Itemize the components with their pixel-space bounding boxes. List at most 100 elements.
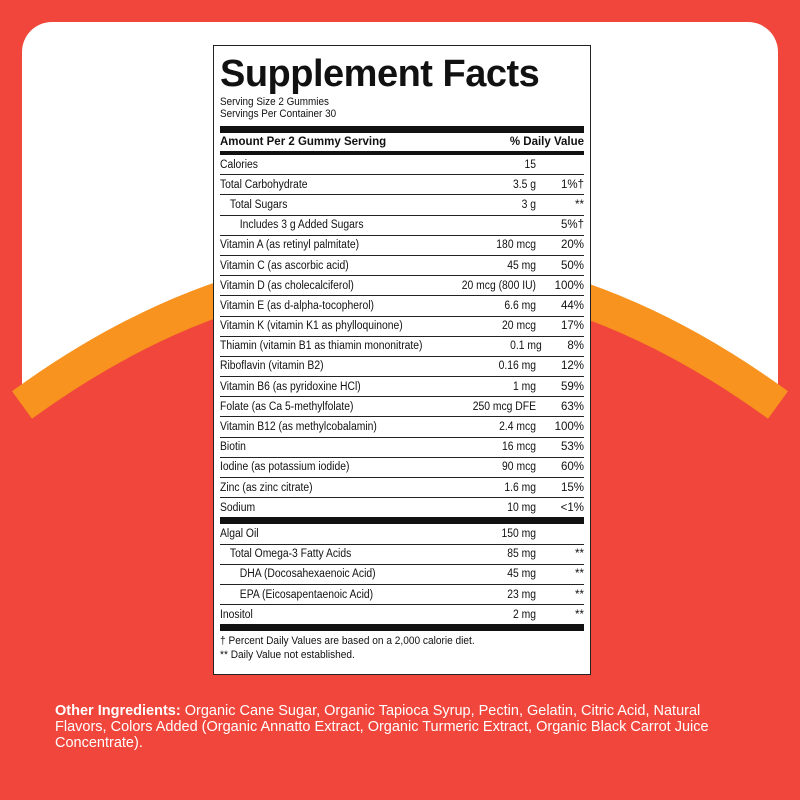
table-header: Amount Per 2 Gummy Serving % Daily Value [220,133,584,151]
nutrient-dv: 100% [554,279,584,292]
nutrient-dv: 12% [560,360,584,373]
nutrient-section-1: Calories 15 Total Carbohydrate 3.5 g 1%† Tota… [220,155,584,517]
nutrient-row: EPA (Eicosapentaenoic Acid) 23 mg ** [220,583,584,604]
nutrient-amount: 85 mg [507,548,536,561]
nutrient-row: Vitamin E (as d-alpha-tocopherol) 6.6 mg 4… [220,295,584,315]
nutrient-amount: 3 g [521,198,536,211]
nutrient-dv: 1%† [560,178,584,191]
nutrient-name: Calories [220,158,258,171]
nutrient-amount: 150 mg [501,527,536,540]
nutrient-name: Zinc (as zinc citrate) [220,481,313,494]
nutrient-name: Biotin [220,441,246,454]
nutrient-name: Vitamin C (as ascorbic acid) [220,259,349,272]
nutrient-row: Vitamin D (as cholecalciferol) 20 mcg (80… [220,275,584,295]
nutrient-dv: 15% [560,481,584,494]
nutrient-amount: 0.1 mg [510,340,542,353]
nutrient-row: Sodium 10 mg <1% [220,497,584,517]
nutrient-dv: 60% [560,461,584,474]
nutrient-name: Vitamin B6 (as pyridoxine HCl) [220,380,361,393]
nutrient-amount: 1.6 mg [504,481,536,494]
serving-size: Serving Size 2 Gummies [220,96,329,108]
nutrient-name: EPA (Eicosapentaenoic Acid) [239,588,374,601]
footnote-asterisk: ** Daily Value not established. [220,649,355,662]
nutrient-dv: 8% [567,340,584,353]
nutrient-dv: ** [575,588,584,601]
nutrient-dv: <1% [560,501,584,514]
nutrient-dv: ** [575,198,584,211]
nutrient-amount: 250 mcg DFE [472,400,536,413]
nutrient-row: Thiamin (vitamin B1 as thiamin mononitra… [220,335,584,356]
nutrient-row: Iodine (as potassium iodide) 90 mcg 60% [220,456,584,477]
nutrient-row: Vitamin B12 (as methylcobalamin) 2.4 mcg 1… [220,416,584,436]
nutrient-dv: 17% [560,320,584,333]
nutrient-row: DHA (Docosahexaenoic Acid) 45 mg ** [220,563,584,584]
nutrient-row: Total Carbohydrate 3.5 g 1%† [220,174,584,194]
label-title: Supplement Facts [220,53,540,95]
other-ingredients: Other Ingredients: Organic Cane Sugar, O… [55,703,755,751]
nutrient-row: Includes 3 g Added Sugars 5%† [220,214,584,235]
nutrient-row: Riboflavin (vitamin B2) 0.16 mg 12% [220,355,584,376]
nutrient-dv: 59% [560,380,584,393]
nutrient-name: Vitamin E (as d-alpha-tocopherol) [220,299,374,312]
nutrient-amount: 20 mcg (800 IU) [461,279,536,292]
nutrient-row: Calories 15 [220,155,584,174]
nutrient-name: Total Carbohydrate [220,178,308,191]
nutrient-dv: 53% [560,441,584,454]
nutrient-amount: 0.16 mg [498,360,536,373]
nutrient-amount: 6.6 mg [504,299,536,312]
nutrient-name: Thiamin (vitamin B1 as thiamin mononitra… [220,340,423,353]
nutrient-amount: 20 mcg [502,320,536,333]
nutrient-row: Folate (as Ca 5-methylfolate) 250 mcg DFE… [220,396,584,416]
nutrient-row: Zinc (as zinc citrate) 1.6 mg 15% [220,477,584,497]
nutrient-amount: 45 mg [507,568,536,581]
nutrient-row: Vitamin A (as retinyl palmitate) 180 mcg 2… [220,234,584,255]
nutrient-dv: ** [575,568,584,581]
nutrient-row: Inositol 2 mg ** [220,604,584,624]
nutrient-row: Biotin 16 mcg 53% [220,436,584,457]
footnotes: † Percent Daily Values are based on a 2,… [220,634,555,662]
nutrient-amount: 16 mcg [502,441,536,454]
servings-per-container: Servings Per Container 30 [220,108,337,120]
nutrient-name: Riboflavin (vitamin B2) [220,360,324,373]
nutrient-dv: 44% [560,299,584,312]
nutrient-row: Vitamin B6 (as pyridoxine HCl) 1 mg 59% [220,376,584,396]
nutrient-name: Vitamin D (as cholecalciferol) [220,279,354,292]
nutrient-name: Vitamin K (vitamin K1 as phylloquinone) [220,320,403,333]
nutrient-dv: 50% [560,259,584,272]
nutrient-name: Algal Oil [220,527,259,540]
nutrient-row: Vitamin K (vitamin K1 as phylloquinone) 2… [220,315,584,336]
nutrient-amount: 15 [524,158,536,171]
nutrient-dv: 5%† [560,219,584,232]
nutrient-dv: 20% [560,239,584,252]
nutrient-amount: 1 mg [512,380,536,393]
nutrient-amount: 2 mg [512,608,536,621]
nutrient-dv: 100% [554,421,584,434]
nutrient-row: Total Sugars 3 g ** [220,194,584,214]
supplement-facts-label: Supplement Facts Serving Size 2 Gummies … [213,45,591,675]
thick-divider [220,151,584,155]
nutrient-amount: 45 mg [507,259,536,272]
nutrient-dv: 63% [560,400,584,413]
nutrient-name: Inositol [220,608,253,621]
nutrient-amount: 2.4 mcg [499,421,536,434]
dv-header: % Daily Value [509,136,584,148]
ingredients-label: Other Ingredients: [55,703,181,719]
footnote-dagger: † Percent Daily Values are based on a 2,… [220,635,475,648]
nutrient-name: Vitamin B12 (as methylcobalamin) [220,421,377,434]
nutrient-name: Folate (as Ca 5-methylfolate) [220,400,354,413]
nutrient-name: Iodine (as potassium iodide) [220,461,350,474]
nutrient-row: Vitamin C (as ascorbic acid) 45 mg 50% [220,254,584,275]
nutrient-dv: ** [575,608,584,621]
nutrient-amount: 3.5 g [512,178,536,191]
nutrient-row: Algal Oil 150 mg [220,524,584,543]
nutrient-row: Total Omega-3 Fatty Acids 85 mg ** [220,543,584,564]
nutrient-amount: 180 mcg [496,239,536,252]
nutrient-amount: 10 mg [507,501,536,514]
thick-divider [220,126,584,133]
ingredients-text: Organic Cane Sugar, Organic Tapioca Syru… [55,703,709,751]
amount-header: Amount Per 2 Gummy Serving [220,136,387,148]
nutrient-name: Total Omega-3 Fatty Acids [229,548,352,561]
nutrient-name: DHA (Docosahexaenoic Acid) [239,568,376,581]
thick-divider [220,624,584,632]
nutrient-amount: 23 mg [507,588,536,601]
